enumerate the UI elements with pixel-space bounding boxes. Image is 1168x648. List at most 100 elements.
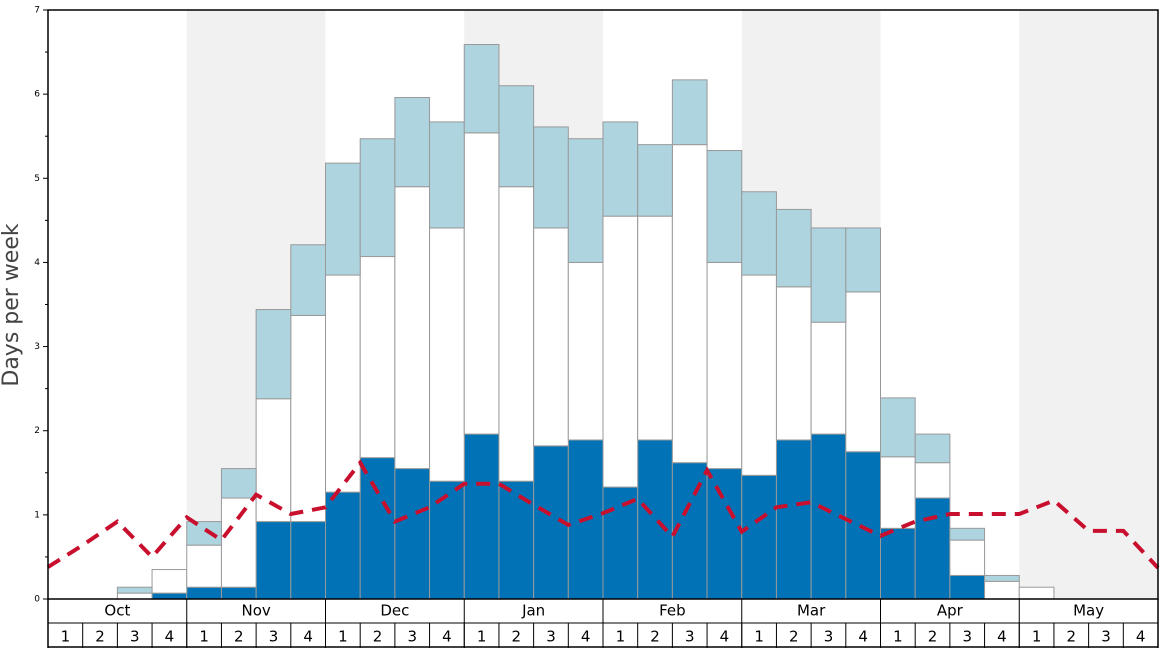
month-label: Feb: [659, 602, 686, 620]
week-label: 3: [1101, 628, 1111, 646]
week-label: 1: [477, 628, 487, 646]
bar-segment: [845, 291, 881, 453]
bar-segment: [602, 486, 639, 600]
week-label: 2: [373, 628, 383, 646]
bar-segment: [671, 144, 708, 464]
bar-segment: [880, 527, 916, 600]
bar-segment: [949, 527, 986, 541]
month-label: Jan: [521, 602, 545, 620]
bar-segment: [880, 456, 916, 529]
bar-segment: [602, 215, 639, 488]
y-tick-label: 0: [34, 595, 40, 605]
week-label: 1: [338, 628, 348, 646]
week-label: 4: [720, 628, 730, 646]
bar-segment: [394, 468, 431, 600]
bar-segment: [949, 539, 986, 576]
bar-segment: [775, 439, 812, 600]
bar-segment: [394, 97, 431, 188]
week-label: 4: [303, 628, 313, 646]
month-label: Oct: [104, 602, 130, 620]
bar-segment: [463, 43, 500, 134]
bar-segment: [429, 121, 465, 229]
week-label: 1: [1032, 628, 1042, 646]
month-label: Nov: [241, 602, 270, 620]
bar-segment: [325, 274, 361, 493]
month-band: [48, 10, 187, 599]
y-tick-label: 4: [34, 258, 40, 268]
bar-segment: [880, 397, 916, 458]
bar-segment: [637, 439, 673, 600]
bar-segment: [325, 162, 361, 276]
month-label: Mar: [797, 602, 826, 620]
bar-segment: [706, 150, 743, 263]
bar-segment: [637, 215, 673, 441]
week-label: 1: [616, 628, 626, 646]
bar-segment: [220, 468, 257, 499]
week-label: 2: [1067, 628, 1077, 646]
bar-segment: [533, 126, 569, 229]
week-label: 3: [130, 628, 140, 646]
bar-segment: [359, 256, 396, 459]
bar-segment: [741, 191, 777, 276]
bar-segment: [290, 244, 326, 316]
bar-segment: [741, 474, 777, 600]
week-label: 3: [407, 628, 417, 646]
bar-segment: [706, 261, 743, 470]
week-label: 3: [824, 628, 834, 646]
bar-segment: [533, 227, 569, 447]
bar-segment: [151, 569, 188, 594]
bar-segment: [1018, 586, 1055, 600]
bar-segment: [810, 227, 847, 323]
bar-segment: [429, 480, 465, 600]
y-tick-label: 7: [34, 6, 40, 16]
y-tick-label: 3: [34, 342, 40, 352]
bar-segment: [637, 144, 673, 217]
y-tick-label: 1: [34, 510, 40, 520]
bar-segment: [290, 314, 326, 523]
bar-segment: [949, 574, 986, 600]
bar-segment: [498, 85, 535, 188]
bar-segment: [498, 186, 535, 482]
bar-segment: [151, 592, 188, 600]
bar-segment: [810, 321, 847, 435]
bar-segment: [463, 433, 500, 600]
bar-segment: [220, 497, 257, 588]
bar-segment: [359, 457, 396, 600]
bar-segment: [984, 580, 1020, 600]
bar-segment: [914, 433, 951, 464]
week-label: 2: [789, 628, 799, 646]
month-label: Apr: [937, 602, 964, 620]
bar-segment: [325, 491, 361, 600]
y-tick-label: 2: [34, 426, 40, 436]
bar-segment: [567, 261, 604, 441]
bar-segment: [394, 186, 431, 470]
bar-segment: [429, 227, 465, 482]
trend-line: [46, 459, 1160, 570]
bar-segment: [255, 521, 292, 600]
bar-segment: [463, 132, 500, 435]
y-tick-label: 5: [34, 174, 40, 184]
bar-segment: [186, 586, 222, 600]
week-label: 4: [1136, 628, 1146, 646]
week-label: 1: [754, 628, 764, 646]
bar-segment: [602, 121, 639, 217]
bar-segment: [914, 497, 951, 600]
y-tick-label: 6: [34, 90, 40, 100]
week-label: 2: [512, 628, 522, 646]
y-axis-label: Days per week: [0, 223, 24, 386]
bar-segment: [671, 79, 708, 146]
bar-segment: [220, 586, 257, 600]
bar-segment: [255, 309, 292, 400]
plot-frame: [47, 9, 1159, 600]
month-band: [1019, 10, 1158, 599]
bar-segment: [116, 592, 153, 600]
week-label: 3: [269, 628, 279, 646]
bar-segment: [359, 138, 396, 258]
month-label: Dec: [380, 602, 409, 620]
week-label: 4: [997, 628, 1007, 646]
bar-segment: [741, 274, 777, 476]
bar-segment: [914, 462, 951, 499]
week-label: 2: [95, 628, 105, 646]
